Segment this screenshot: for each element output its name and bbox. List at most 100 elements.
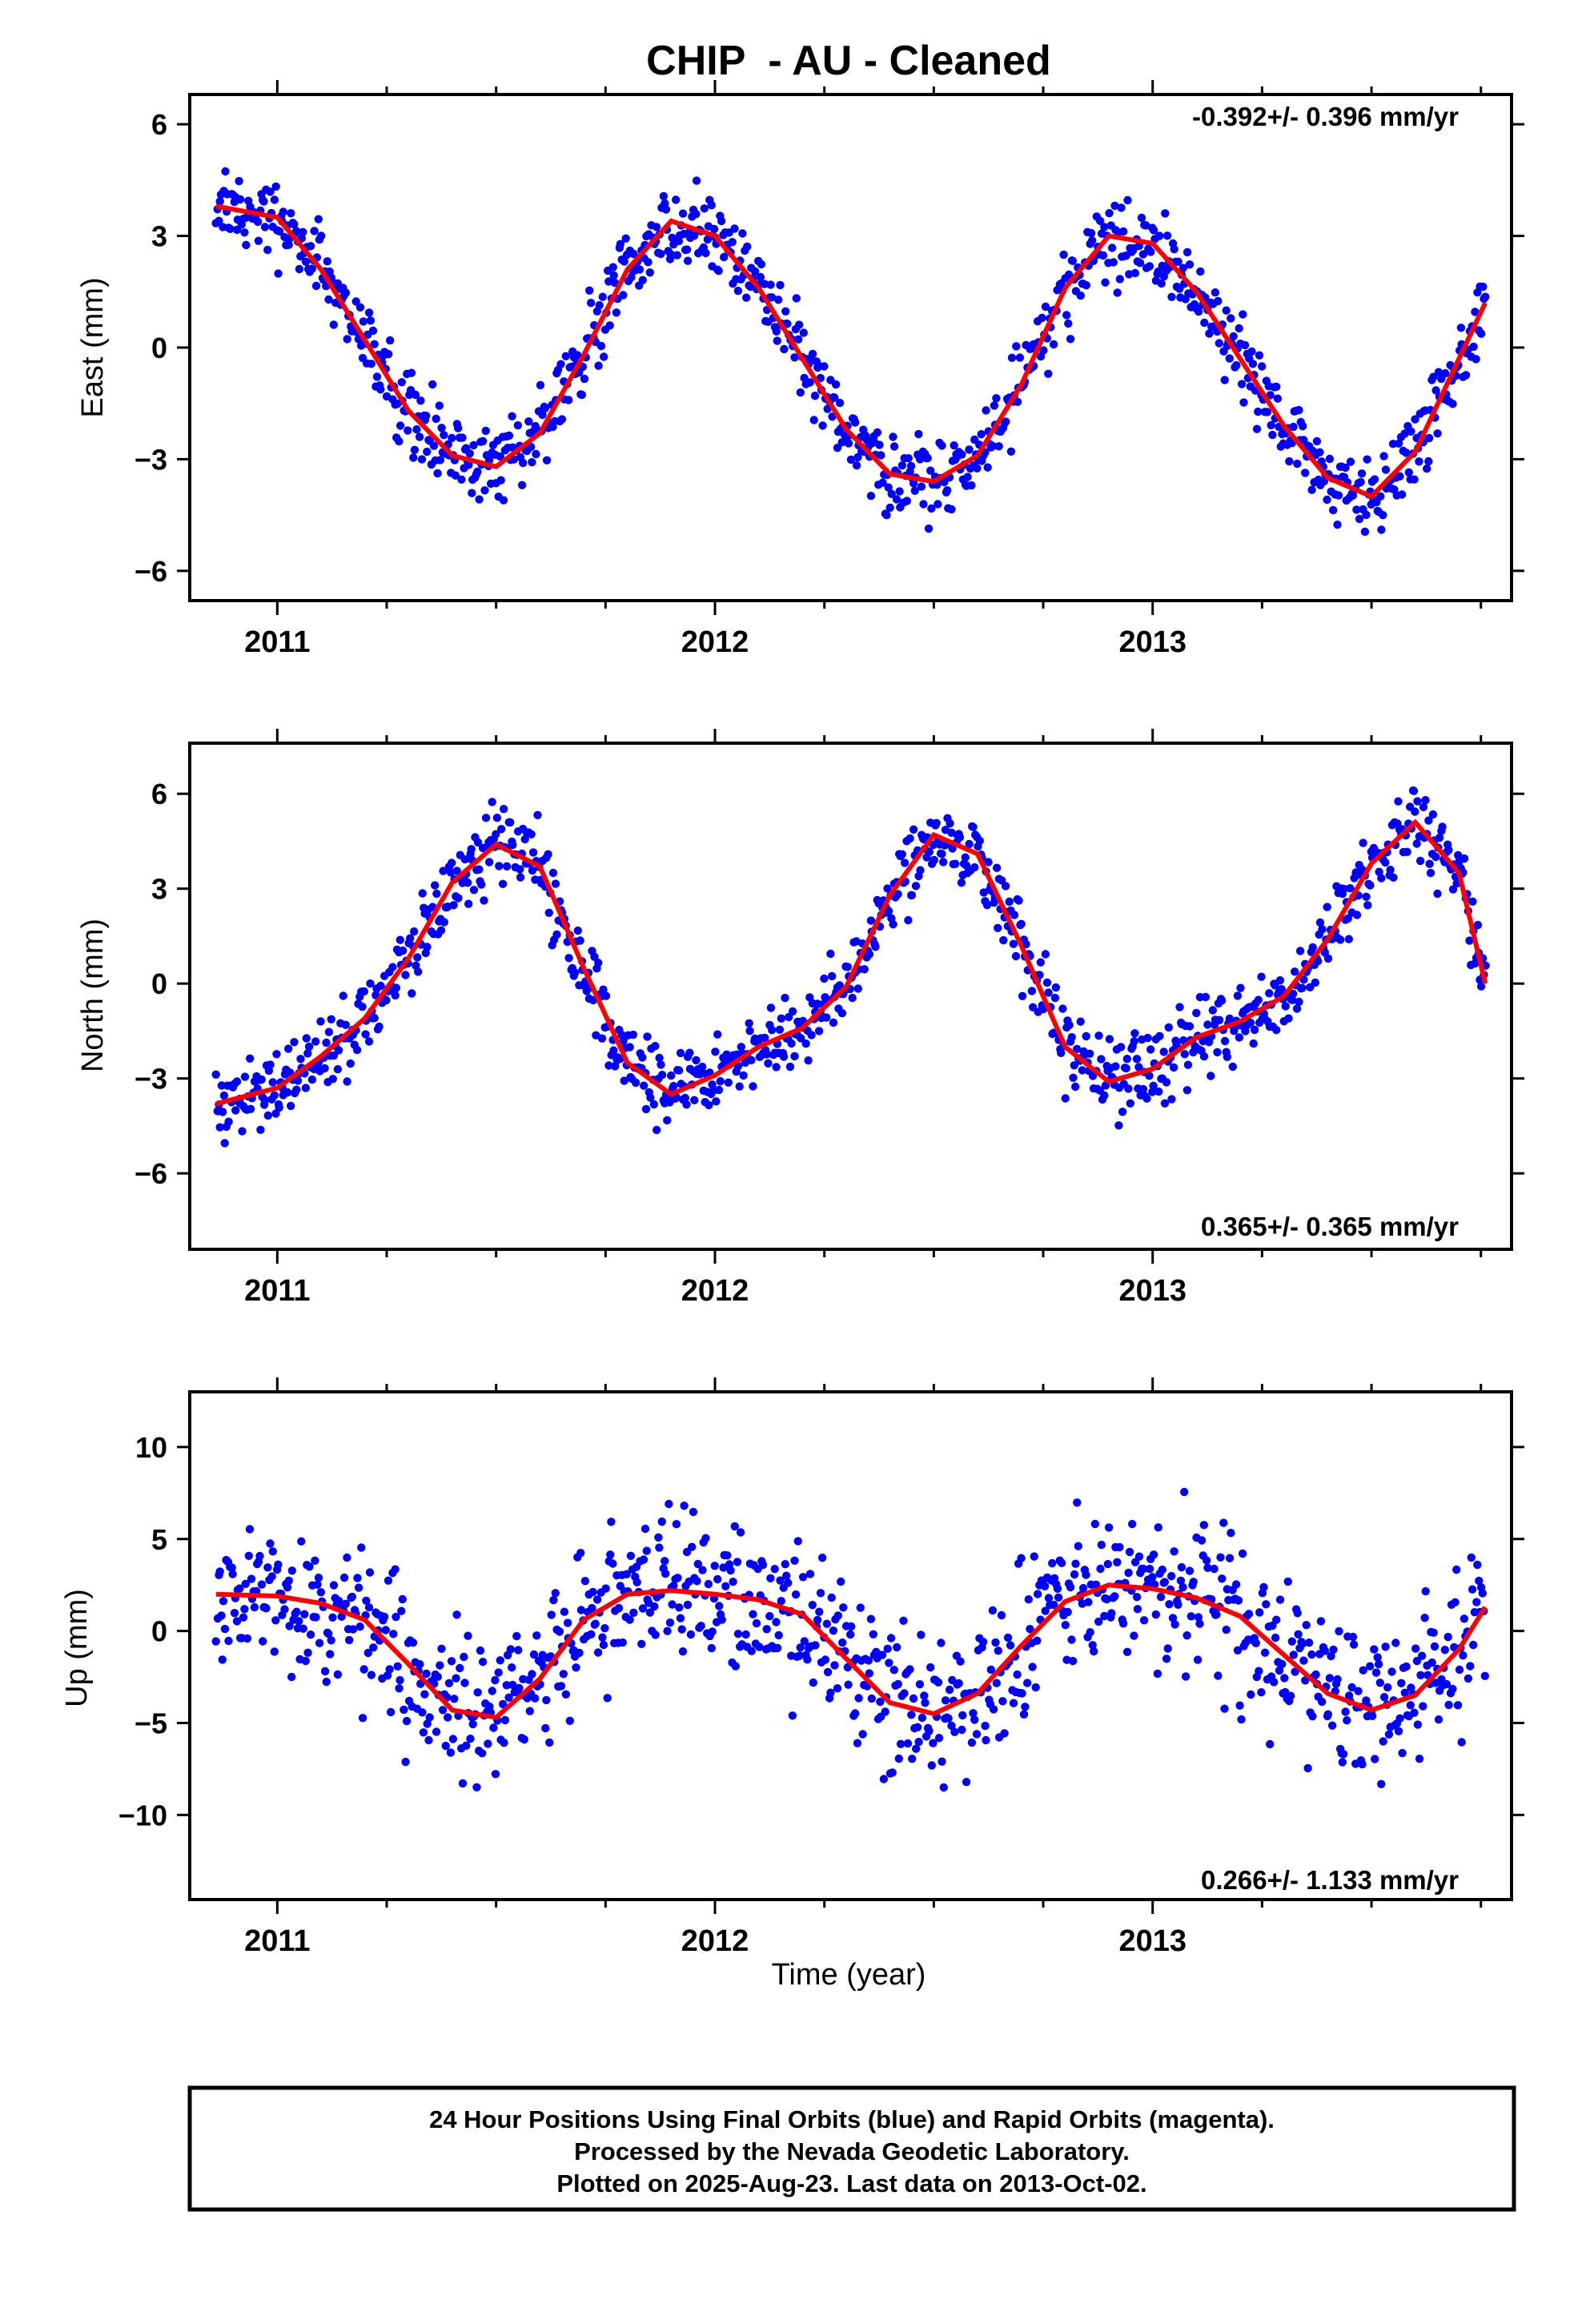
north-data-point: [848, 993, 857, 1003]
north-data-point: [893, 890, 902, 899]
east-data-point: [556, 360, 565, 368]
up-data-point: [274, 1560, 283, 1569]
up-data-point: [1054, 1593, 1063, 1602]
east-data-point: [923, 453, 932, 463]
north-data-point: [837, 1009, 847, 1018]
up-data-point: [1359, 1666, 1367, 1675]
east-data-point: [242, 240, 251, 250]
east-data-point: [1214, 296, 1223, 306]
north-data-point: [713, 1030, 722, 1039]
up-data-point: [1225, 1554, 1235, 1562]
north-data-point: [246, 1104, 255, 1114]
up-data-point: [1299, 1656, 1308, 1665]
north-data-point: [965, 839, 974, 849]
north-data-point: [287, 1101, 295, 1111]
up-data-point: [917, 1630, 926, 1639]
up-data-point: [389, 1630, 398, 1638]
east-data-point: [884, 483, 893, 492]
north-data-point: [376, 981, 385, 991]
north-data-point: [1272, 1026, 1281, 1035]
up-data-point: [889, 1666, 899, 1675]
up-data-point: [235, 1584, 244, 1593]
east-data-point: [1448, 400, 1457, 408]
up-data-point: [285, 1622, 294, 1630]
north-data-point: [1271, 981, 1279, 990]
up-data-point: [425, 1713, 434, 1722]
east-data-point: [1266, 391, 1275, 400]
north-data-point: [270, 1091, 279, 1100]
up-data-point: [1303, 1763, 1312, 1773]
up-data-point: [316, 1588, 326, 1597]
north-data-point: [955, 833, 965, 842]
up-data-point: [717, 1615, 726, 1624]
up-data-point: [1307, 1650, 1316, 1659]
east-data-point: [1431, 386, 1440, 395]
up-data-point: [313, 1580, 322, 1590]
up-data-point: [838, 1638, 847, 1647]
north-y-tick-label: 0: [151, 967, 167, 1000]
east-data-point: [605, 321, 614, 330]
east-data-point: [1146, 247, 1155, 256]
east-data-point: [973, 464, 982, 472]
up-data-point: [1475, 1576, 1484, 1586]
north-data-point: [946, 818, 954, 828]
north-data-point: [544, 850, 552, 859]
north-data-point: [669, 1082, 678, 1091]
north-data-point: [871, 943, 880, 951]
north-data-point: [219, 1091, 229, 1100]
north-data-point: [296, 1055, 305, 1063]
north-data-point: [1335, 935, 1345, 944]
up-data-point: [1420, 1614, 1429, 1622]
up-data-point: [587, 1630, 596, 1639]
north-data-point: [1082, 1031, 1090, 1041]
east-data-point: [1346, 457, 1355, 466]
up-data-point: [1466, 1662, 1475, 1671]
east-data-point: [831, 380, 841, 389]
north-data-point: [1072, 1044, 1082, 1054]
up-data-point: [668, 1600, 677, 1609]
east-data-point: [411, 390, 420, 400]
up-data-point: [1235, 1701, 1244, 1710]
up-data-point: [803, 1655, 812, 1664]
up-data-point: [478, 1658, 488, 1667]
up-data-point: [1165, 1600, 1174, 1609]
up-data-point: [504, 1693, 513, 1702]
north-data-point: [284, 1044, 293, 1053]
east-data-point: [766, 280, 775, 289]
up-data-point: [262, 1604, 271, 1613]
up-data-point: [1255, 1667, 1263, 1675]
east-data-point: [1258, 362, 1267, 371]
north-data-point: [1162, 1078, 1171, 1087]
east-data-point: [733, 287, 743, 296]
north-data-point: [994, 923, 1002, 933]
north-data-point: [464, 879, 472, 887]
north-data-point: [215, 1123, 224, 1132]
up-data-point: [1444, 1700, 1453, 1710]
north-data-point: [1444, 846, 1453, 854]
up-data-point: [708, 1627, 717, 1636]
up-data-point: [525, 1707, 534, 1715]
north-data-point: [327, 1015, 335, 1024]
up-data-point: [1067, 1635, 1076, 1644]
up-data-point: [227, 1563, 236, 1572]
north-data-point: [900, 858, 909, 867]
east-data-point: [1119, 227, 1128, 236]
up-data-point: [707, 1643, 716, 1653]
east-data-point: [700, 204, 709, 213]
up-data-point: [1096, 1564, 1105, 1574]
north-data-point: [1249, 1039, 1258, 1048]
up-data-point: [1316, 1617, 1326, 1626]
east-y-tick-labels: −6 −3 0 3 6: [135, 108, 167, 588]
east-data-point: [1255, 351, 1264, 360]
north-data-point: [440, 918, 448, 927]
east-data-point: [1312, 436, 1322, 446]
east-data-point: [598, 292, 607, 301]
east-data-point: [440, 431, 448, 440]
east-data-point: [1237, 380, 1247, 388]
east-data-point: [1469, 342, 1478, 352]
north-data-point: [1116, 1043, 1126, 1051]
east-data-point: [1229, 332, 1238, 341]
north-data-point: [544, 908, 553, 918]
up-data-point: [326, 1650, 335, 1659]
